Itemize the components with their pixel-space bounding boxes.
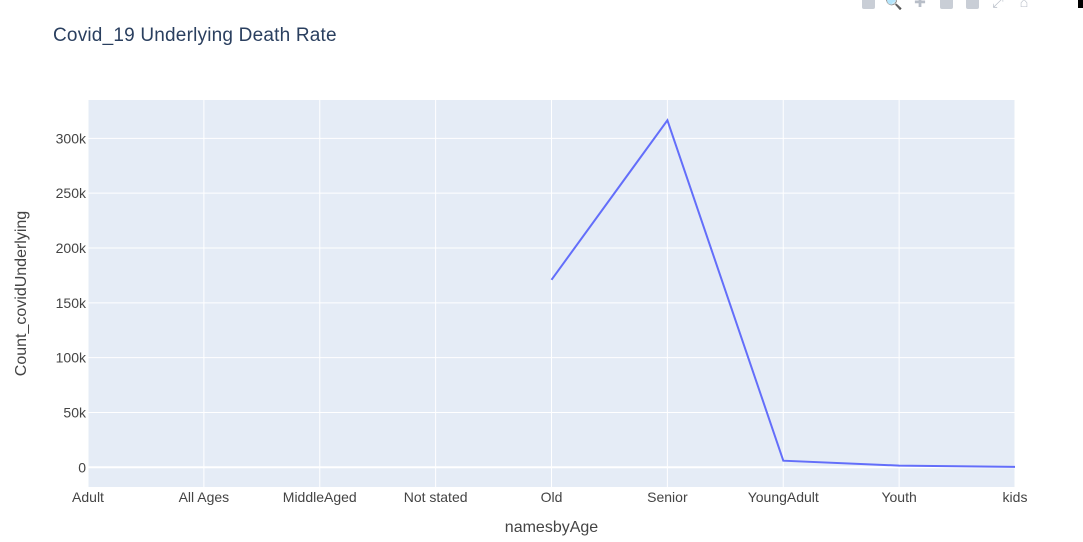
- y-tick-label: 300k: [56, 130, 87, 146]
- camera-icon[interactable]: [860, 0, 876, 10]
- zoom-out-icon[interactable]: [964, 0, 980, 10]
- x-tick-label: Senior: [647, 489, 688, 505]
- x-tick-label: All Ages: [179, 489, 230, 505]
- corner-mark: [1078, 0, 1083, 8]
- y-tick-label: 0: [78, 459, 86, 475]
- modebar: 🔍 ✚ ⤢ ⌂: [860, 0, 1032, 10]
- home-icon[interactable]: ⌂: [1019, 0, 1029, 10]
- x-tick-label: kids: [1003, 489, 1028, 505]
- zoom-in-icon[interactable]: [938, 0, 954, 10]
- x-axis-ticks: Adult All Ages MiddleAged Not stated Old Seni…: [72, 489, 1027, 505]
- autoscale-icon[interactable]: ⤢: [992, 0, 1004, 10]
- series-line[interactable]: [550, 118, 1016, 468]
- y-tick-label: 150k: [56, 295, 87, 311]
- y-axis-ticks: 0 50k 100k 150k 200k 250k 300k: [56, 130, 87, 475]
- chart-title: Covid_19 Underlying Death Rate: [53, 25, 337, 46]
- x-tick-label: Adult: [72, 489, 104, 505]
- y-tick-label: 100k: [56, 350, 87, 366]
- pan-icon[interactable]: ✚: [914, 0, 926, 10]
- y-tick-label: 200k: [56, 240, 87, 256]
- x-tick-label: MiddleAged: [283, 489, 357, 505]
- grid: [87, 100, 1016, 487]
- x-axis-title: namesbyAge: [505, 519, 598, 536]
- x-tick-label: Youth: [881, 489, 916, 505]
- y-tick-label: 50k: [63, 404, 87, 420]
- x-tick-label: Old: [541, 489, 563, 505]
- zoom-icon[interactable]: 🔍: [885, 0, 903, 10]
- x-tick-label: YoungAdult: [748, 489, 819, 505]
- y-axis-title: Count_covidUnderlying: [13, 211, 30, 376]
- x-tick-label: Not stated: [404, 489, 468, 505]
- y-tick-label: 250k: [56, 185, 87, 201]
